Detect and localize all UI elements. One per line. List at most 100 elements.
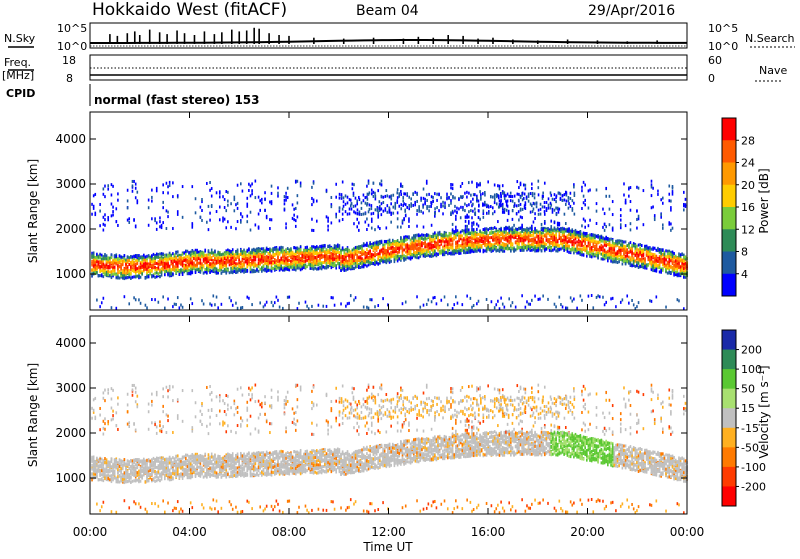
power-cell (324, 259, 326, 262)
power-cell (164, 307, 166, 310)
power-cell (510, 243, 512, 246)
power-cell (440, 240, 442, 243)
power-cell (466, 230, 468, 233)
power-cell (277, 256, 279, 259)
power-cell (334, 258, 336, 261)
power-cell (538, 240, 540, 243)
power-cell (474, 236, 476, 239)
power-cell (578, 231, 580, 234)
power-cell (217, 306, 219, 309)
power-cell (434, 215, 436, 218)
power-cell (148, 275, 150, 278)
noise-right-tick-top: 10^5 (708, 22, 738, 35)
power-cell (555, 234, 557, 237)
power-cell (266, 248, 268, 251)
power-cell (559, 208, 561, 211)
power-cell (235, 203, 237, 206)
power-cell (285, 195, 287, 198)
power-cell (143, 268, 145, 271)
power-cell (183, 256, 185, 259)
power-cell (431, 243, 433, 246)
power-cell (428, 234, 430, 237)
power-cell (166, 209, 168, 212)
power-cell (342, 213, 344, 216)
power-cell (172, 305, 174, 308)
power-cell (453, 303, 455, 306)
power-cell (568, 240, 570, 243)
power-cell (267, 252, 269, 255)
power-cell (353, 247, 355, 250)
power-cell (127, 206, 129, 209)
power-cell (476, 302, 478, 305)
power-cell (418, 243, 420, 246)
power-cell (471, 241, 473, 244)
power-cell (364, 260, 366, 263)
power-cell (478, 200, 480, 203)
power-cell (374, 253, 376, 256)
power-cell (578, 248, 580, 251)
power-cell (364, 196, 366, 199)
power-cell (161, 274, 163, 277)
power-cell (219, 252, 221, 255)
power-cell (405, 258, 407, 261)
power-cell (455, 233, 457, 236)
power-cell (476, 223, 478, 226)
power-cell (403, 243, 405, 246)
power-cell (571, 230, 573, 233)
power-cell (232, 257, 234, 260)
power-cell (350, 265, 352, 268)
power-cell (120, 272, 122, 275)
power-cell (331, 252, 333, 255)
power-cell (471, 231, 473, 234)
power-cell (439, 239, 441, 242)
power-cell (410, 257, 412, 260)
power-cell (284, 259, 286, 262)
power-cell (528, 228, 530, 231)
power-cell (460, 235, 462, 238)
power-cell (411, 253, 413, 256)
power-cell (216, 260, 218, 263)
power-cell (497, 184, 499, 187)
power-cell (112, 210, 114, 213)
power-cell (313, 229, 315, 232)
power-cell (447, 303, 449, 306)
power-cell (402, 256, 404, 259)
power-cell (377, 246, 379, 249)
power-cell (127, 255, 129, 258)
power-cell (368, 263, 370, 266)
power-cell (447, 240, 449, 243)
power-cell (230, 267, 232, 270)
power-cell (442, 246, 444, 249)
power-cell (516, 242, 518, 245)
power-cell (185, 264, 187, 267)
power-cell (229, 252, 231, 255)
power-cell (403, 236, 405, 239)
power-cell (101, 273, 103, 276)
power-cell (523, 233, 525, 236)
power-cell (225, 209, 227, 212)
power-cell (484, 241, 486, 244)
power-cell (486, 298, 488, 301)
power-cell (208, 228, 210, 231)
power-cell (167, 265, 169, 268)
power-cell (538, 180, 540, 183)
power-cell (124, 254, 126, 257)
power-cell (103, 297, 105, 300)
power-cell (151, 274, 153, 277)
power-cell (518, 227, 520, 230)
power-cell (246, 250, 248, 253)
power-cell (405, 251, 407, 254)
power-cell (148, 206, 150, 209)
power-cell (316, 245, 318, 248)
power-cell (568, 233, 570, 236)
power-cell (563, 249, 565, 252)
power-cell (379, 255, 381, 258)
power-cell (124, 271, 126, 274)
power-cell (295, 268, 297, 271)
power-cell (550, 247, 552, 250)
power-cell (552, 229, 554, 232)
power-cell (534, 228, 536, 231)
power-cell (348, 249, 350, 252)
power-cell (437, 253, 439, 256)
power-cell (234, 261, 236, 264)
